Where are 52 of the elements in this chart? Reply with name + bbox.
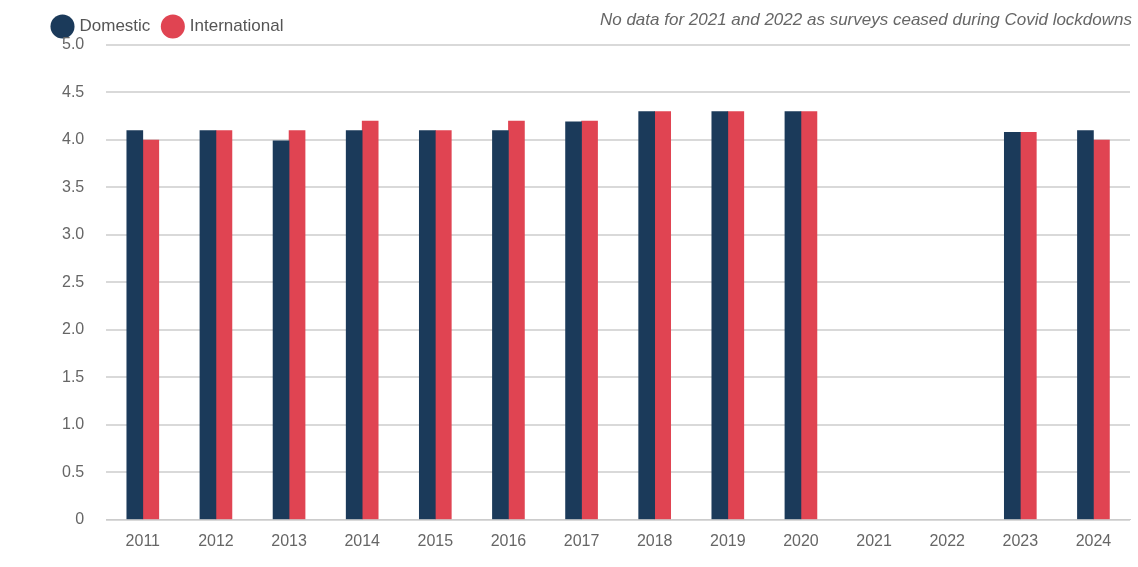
x-tick-label: 2019 [710,531,746,549]
y-tick-label: 3.0 [61,225,85,243]
bar [654,111,672,520]
bar [418,130,436,520]
y-tick-label: 2.5 [61,272,85,290]
y-tick-label: 1.0 [61,415,85,433]
bar [361,120,379,520]
bar [199,130,217,520]
x-tick-label: 2014 [344,531,381,549]
bar [581,120,598,520]
bar [638,111,656,520]
bar [215,130,233,520]
x-tick-label: 2017 [563,531,600,549]
x-tick-label: 2015 [417,531,454,549]
y-tick-label: 2.0 [61,320,85,338]
bar [434,130,452,520]
bar [492,130,509,520]
x-tick-label: 2021 [856,531,892,549]
x-tick-label: 2016 [490,531,527,549]
bar [1077,130,1094,520]
bar [711,111,729,520]
x-tick-label: 2011 [125,531,161,549]
bar [800,111,818,520]
y-tick-label: 1.5 [61,367,85,385]
text: No data for 2021 and 2022 as surveys ceased during Covid lockdowns [599,10,1132,30]
bar [1003,132,1021,520]
bar [272,140,290,520]
bar [288,130,306,520]
y-tick-label: 0.5 [61,462,85,480]
y-tick-label: 3.5 [61,177,85,195]
y-tick-label: 4.0 [61,130,85,148]
x-tick-label: 2020 [783,531,819,549]
y-tick-label: 0 [75,510,85,528]
bar [784,111,802,520]
legend-label: Domestic [79,16,151,36]
bar [508,120,525,520]
y-tick-label: 5.0 [61,35,85,53]
y-tick-label: 4.5 [61,82,85,100]
bar [1019,132,1037,520]
bar [345,130,363,520]
x-tick-label: 2013 [271,531,307,549]
x-tick-label: 2024 [1075,531,1112,549]
bar [565,121,582,520]
x-tick-label: 2023 [1002,531,1039,549]
bar [142,139,160,520]
bar [727,111,745,520]
bar [126,130,144,520]
x-tick-label: 2022 [929,531,966,549]
x-tick-label: 2018 [636,531,673,549]
bar [1093,139,1110,520]
x-tick-label: 2012 [198,531,234,549]
legend-label: International [189,16,284,36]
